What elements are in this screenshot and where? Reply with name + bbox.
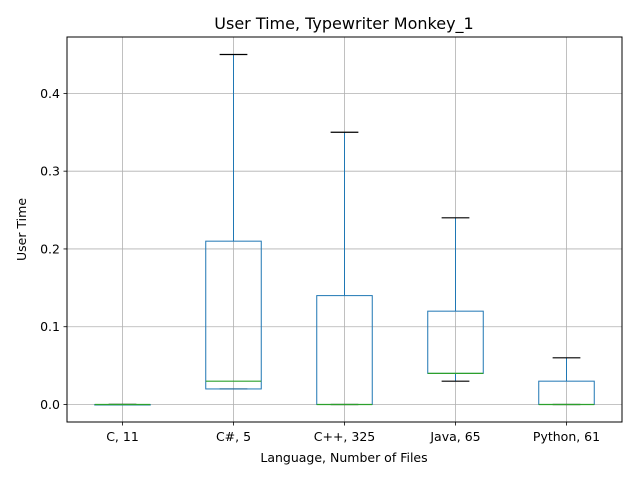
x-tick-label: C#, 5 <box>216 429 251 444</box>
chart-title: User Time, Typewriter Monkey_1 <box>214 14 473 34</box>
y-tick-label: 0.0 <box>40 397 60 412</box>
y-tick-label: 0.1 <box>40 319 60 334</box>
box-plot-series <box>94 53 595 406</box>
x-axis-label: Language, Number of Files <box>260 450 427 465</box>
box-iqr <box>205 240 262 390</box>
x-tick-label: Python, 61 <box>533 429 600 444</box>
y-tick-label: 0.3 <box>40 164 60 179</box>
box-group <box>205 53 262 390</box>
y-axis-label: User Time <box>14 198 29 261</box>
x-axis-ticks: C, 11 C#, 5 C++, 325 Java, 65 Python, 61 <box>106 422 600 444</box>
box-group <box>538 357 595 406</box>
y-tick-label: 0.2 <box>40 241 60 256</box>
box-group <box>94 403 151 406</box>
box-group <box>316 131 373 406</box>
y-tick-label: 0.4 <box>40 86 60 101</box>
box-group <box>427 217 484 382</box>
y-axis-ticks: 0.0 0.1 0.2 0.3 0.4 <box>40 86 67 412</box>
x-tick-label: C, 11 <box>106 429 139 444</box>
x-tick-label: Java, 65 <box>429 429 480 444</box>
x-tick-label: C++, 325 <box>314 429 375 444</box>
